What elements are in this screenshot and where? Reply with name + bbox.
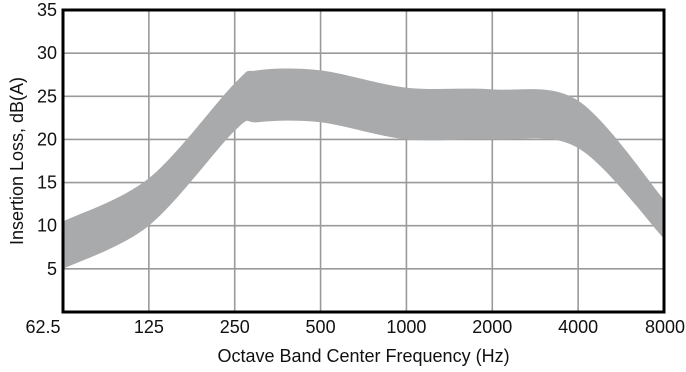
- x-tick-label: 62.5: [25, 317, 60, 337]
- y-tick-label: 20: [37, 129, 57, 149]
- x-axis-ticks: 62.5 125 250 500 1000 2000 4000 8000: [25, 317, 685, 337]
- x-tick-label: 250: [220, 317, 250, 337]
- x-tick-label: 500: [306, 317, 336, 337]
- insertion-loss-band: [63, 68, 664, 269]
- y-axis-ticks: 5 10 15 20 25 30 35: [37, 0, 57, 279]
- x-tick-label: 8000: [645, 317, 685, 337]
- y-tick-label: 25: [37, 86, 57, 106]
- x-tick-label: 1000: [386, 317, 426, 337]
- plot-background: [63, 10, 664, 312]
- y-tick-label: 5: [47, 259, 57, 279]
- y-axis-label: Insertion Loss, dB(A): [7, 77, 27, 245]
- y-tick-label: 15: [37, 173, 57, 193]
- y-tick-label: 30: [37, 43, 57, 63]
- x-tick-label: 125: [134, 317, 164, 337]
- y-tick-label: 10: [37, 216, 57, 236]
- x-tick-label: 2000: [472, 317, 512, 337]
- x-tick-label: 4000: [558, 317, 598, 337]
- x-axis-label: Octave Band Center Frequency (Hz): [217, 346, 509, 366]
- y-tick-label: 35: [37, 0, 57, 20]
- plot-frame: [61, 8, 666, 314]
